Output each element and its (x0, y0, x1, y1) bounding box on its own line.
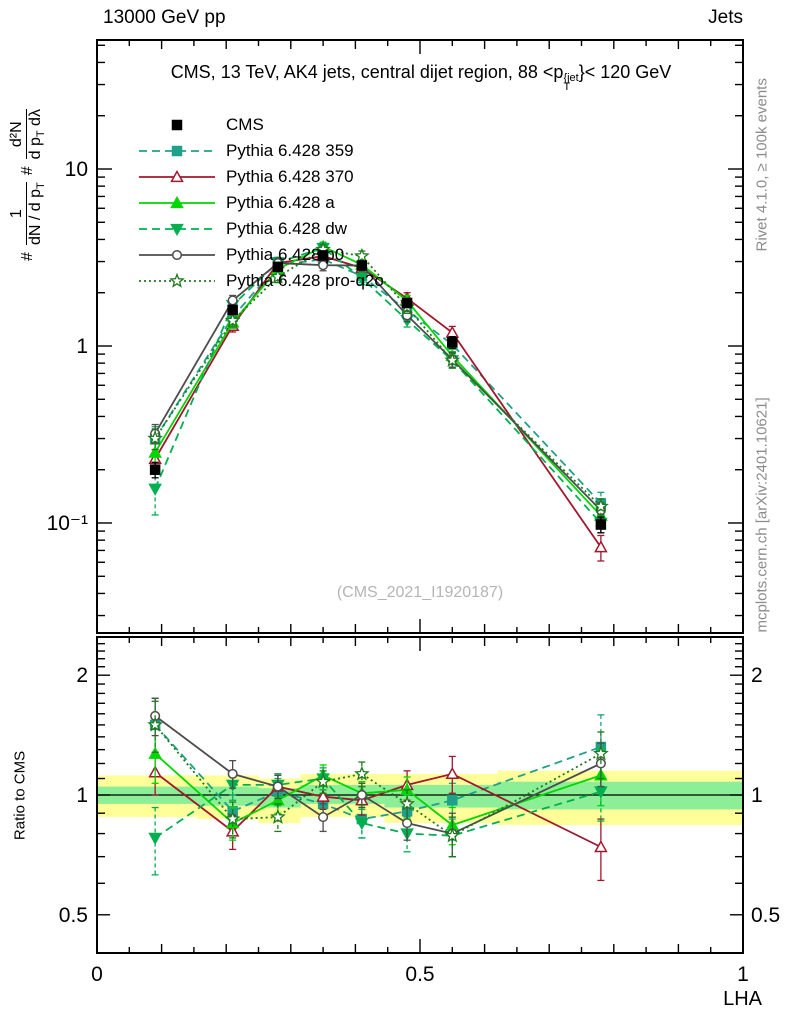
legend-item-pythia-6-428-370: Pythia 6.428 370 (137, 164, 384, 190)
legend-item-pythia-6-428-dw: Pythia 6.428 dw (137, 216, 384, 242)
ratio-y-tick-label-right: 1 (751, 784, 763, 807)
legend-item-pythia-6-428-359: Pythia 6.428 359 (137, 138, 384, 164)
plot-title-suffix: }< 120 GeV (578, 62, 672, 82)
ylabel-frac2-den-sub: T (35, 130, 48, 138)
legend-label: Pythia 6.428 pro-q2o (226, 271, 384, 290)
ratio-y-tick-label-right: 0.5 (751, 904, 780, 927)
green-band-segment (197, 786, 259, 806)
main-series-cms (149, 250, 607, 534)
legend-marker-cms (171, 119, 183, 131)
ylabel-fraction-2: d²N d pT dλ (7, 109, 48, 160)
main-series-pythia-6-428-pro-q2o (147, 241, 609, 516)
x-axis-label: LHA (723, 988, 762, 1010)
plot-title-subscript: T (563, 81, 571, 93)
ratio-y-tick-label-left: 1 (76, 784, 88, 807)
legend-item-pythia-6-428-pro-q2o: Pythia 6.428 pro-q2o (137, 268, 384, 294)
main-y-tick-label: 10⁻¹ (47, 512, 88, 535)
ylabel-frac1-denominator: dN / d p (27, 189, 45, 246)
x-tick-label: 0 (91, 963, 103, 986)
ratio-y-axis-label: Ratio to CMS (11, 750, 29, 841)
x-tick-label: 1 (737, 963, 749, 986)
beam-energy-label: 13000 GeV pp (103, 7, 226, 28)
pt-jet-supsub: {jet T (563, 72, 579, 93)
ratio-y-tick-label-left: 2 (76, 664, 88, 687)
rivet-version-note: Rivet 4.1.0, ≥ 100k events (753, 78, 771, 252)
legend-label: CMS (226, 115, 264, 134)
legend-label: Pythia 6.428 359 (226, 141, 354, 160)
ylabel-frac1-den-sub: T (35, 182, 48, 190)
mcplots-citation-note: mcplots.cern.ch [arXiv:2401.10621] (753, 397, 771, 633)
legend-marker-pythia-6-428-a (139, 195, 215, 209)
main-series-pythia-6-428-p0 (150, 257, 606, 520)
main-y-tick-label: 1 (76, 335, 88, 358)
ylabel-hash-2: # (19, 166, 36, 176)
ylabel-fraction-1: 1 dN / d pT (7, 182, 48, 246)
ratio-y-tick-label-left: 0.5 (59, 904, 88, 927)
legend-label: Pythia 6.428 dw (226, 219, 347, 238)
ylabel-frac1-numerator: 1 (7, 182, 28, 246)
main-y-tick-label: 10 (65, 158, 88, 181)
analysis-group-label: Jets (708, 7, 743, 28)
ylabel-frac2-den-tail: dλ (27, 109, 45, 131)
plot-title-superscript: {jet (563, 72, 579, 84)
ratio-uncertainty-bands (97, 770, 743, 826)
legend-label: Pythia 6.428 370 (226, 167, 354, 186)
analysis-id-watermark: (CMS_2021_I1920187) (336, 584, 504, 601)
ratio-y-tick-label-right: 2 (751, 664, 763, 687)
legend: CMS Pythia 6.428 359 Pythia 6.428 370 Pythi… (137, 112, 384, 294)
legend-label: Pythia 6.428 p0 (226, 245, 345, 264)
ylabel-frac2-denominator: d p (27, 137, 45, 160)
legend-item-pythia-6-428-a: Pythia 6.428 a (137, 190, 384, 216)
legend-marker-pythia-6-428-pro-q2o (139, 272, 215, 288)
legend-label: Pythia 6.428 a (226, 193, 335, 212)
legend-marker-pythia-6-428-370 (139, 169, 215, 183)
x-tick-label: 0.5 (405, 963, 434, 986)
ratio-series-pythia-6-428-pro-q2o (147, 700, 609, 858)
ylabel-frac2-numerator: d²N (7, 109, 28, 160)
legend-marker-pythia-6-428-359 (139, 145, 215, 157)
axis-ticks (96, 40, 744, 953)
legend-item-pythia-6-428-p0: Pythia 6.428 p0 (137, 242, 384, 268)
legend-marker-pythia-6-428-p0 (139, 249, 215, 261)
main-y-axis-label: # 1 dN / d pT # d²N d pT dλ (0, 45, 57, 325)
plot-title: CMS, 13 TeV, AK4 jets, central dijet reg… (95, 62, 747, 93)
legend-item-cms: CMS (137, 112, 384, 138)
ylabel-hash-1: # (19, 252, 36, 261)
plot-title-prefix: CMS, 13 TeV, AK4 jets, central dijet reg… (170, 62, 564, 82)
main-series-pythia-6-428-370 (148, 249, 608, 562)
legend-marker-pythia-6-428-dw (139, 223, 215, 237)
